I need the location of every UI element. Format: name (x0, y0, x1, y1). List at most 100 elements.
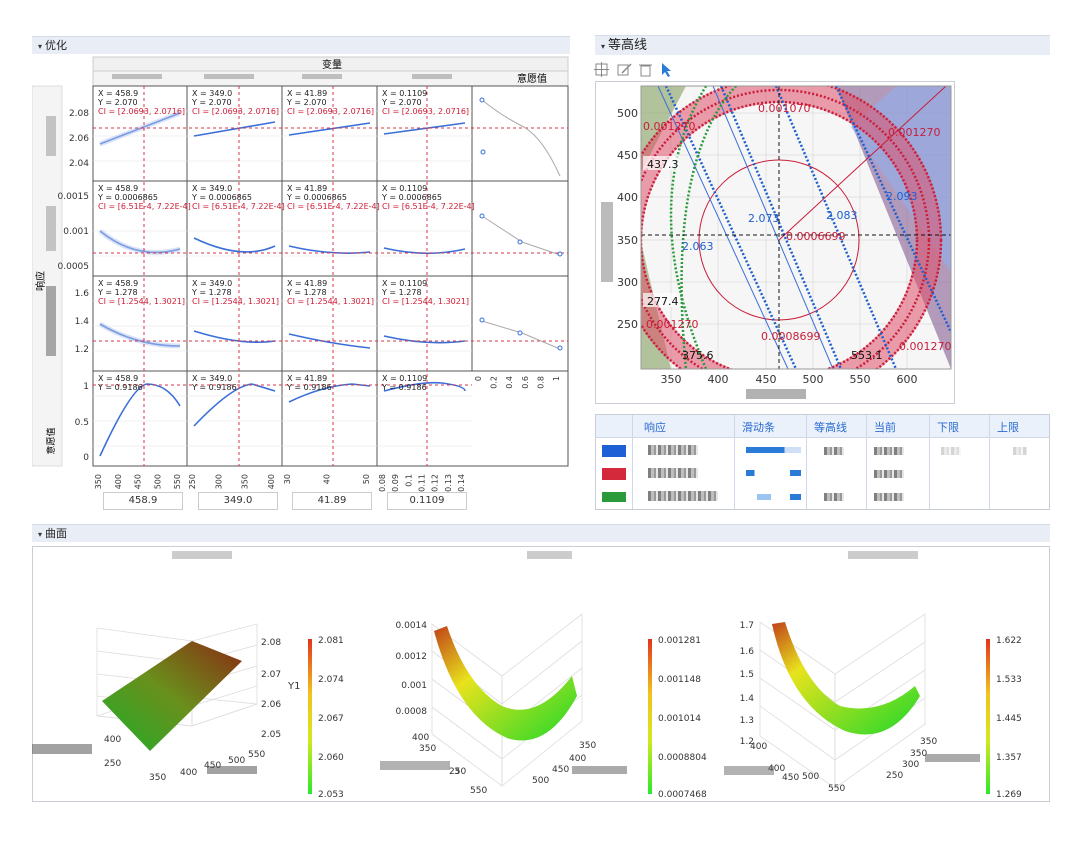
surface-title: 曲面 (45, 527, 68, 540)
value-input-2[interactable]: 349.0 (198, 492, 278, 510)
cell-annotation: CI = [2.0693, 2.0716] (192, 107, 279, 116)
cell-annotation: X = 458.9 (98, 279, 138, 288)
contour-label-2: 0.001270 (643, 120, 696, 133)
collapse-triangle-icon[interactable]: ▾ (601, 42, 606, 51)
contour-label-5: 2.073 (748, 212, 780, 225)
surface-plot-1[interactable]: 2.08 2.07 2.06 2.05 Y1 400 250 350 400 4… (32, 546, 372, 802)
column-tick: 0.09 (391, 474, 400, 492)
value-input-1[interactable]: 458.9 (103, 492, 183, 510)
col-header-upper[interactable]: 上限 (997, 421, 1019, 434)
color-swatch-3[interactable] (602, 492, 626, 502)
contour-label-10: 277.4 (647, 295, 679, 308)
surface-plot-2[interactable]: 0.0014 0.0012 0.001 0.0008 400 350 250 3… (372, 546, 710, 802)
s2-xtick-0: 350 (579, 741, 596, 751)
s3-cbar-1: 1.533 (996, 675, 1022, 685)
surface-panel-header[interactable]: ▾ 曲面 (32, 524, 1050, 542)
color-swatch-1[interactable] (602, 445, 626, 457)
s3-ztick-0: 1.7 (740, 621, 754, 631)
s1-cbar-2: 2.067 (318, 714, 344, 724)
column-tick: 40 (323, 474, 332, 484)
cell-annotation: Y = 1.278 (381, 288, 422, 297)
col-header-response[interactable]: 响应 (644, 421, 666, 434)
lower-value-1 (941, 447, 961, 455)
cell-annotation: X = 349.0 (192, 89, 232, 98)
cell-annotation: CI = [2.0693, 2.0716] (98, 107, 185, 116)
col-header-lower[interactable]: 下限 (937, 421, 959, 434)
cell-annotation: X = 41.89 (287, 184, 327, 193)
col-header-contour[interactable]: 等高线 (814, 421, 847, 434)
s2-xtick-3: 500 (532, 776, 549, 786)
current-value-3 (874, 493, 904, 501)
s1-y2tick-0: 500 (228, 756, 245, 766)
contour-panel-header[interactable]: ▾ 等高线 (595, 35, 1050, 55)
s2-cbar-4: 0.0007468 (658, 790, 707, 800)
trash-icon[interactable] (639, 64, 652, 77)
cell-annotation: CI = [1.2544, 1.3021] (98, 297, 185, 306)
collapse-triangle-icon[interactable]: ▾ (38, 530, 43, 539)
contour-label-12: 0.0008699 (761, 330, 821, 343)
crosshair-icon[interactable] (594, 62, 609, 77)
col-header-slider[interactable]: 滑动条 (742, 421, 775, 434)
cell-annotation: X = 0.1109 (382, 374, 427, 383)
s2-cbar-0: 0.001281 (658, 636, 701, 646)
column-tick: 50 (362, 474, 371, 484)
cell-annotation: Y = 0.0006865 (286, 193, 347, 202)
slider-1[interactable] (746, 447, 801, 453)
column-tick: 0.14 (457, 474, 466, 492)
surface-plot-3[interactable]: 1.7 1.6 1.5 1.4 1.3 1.2 400 350 350 300 … (710, 546, 1048, 802)
cell-annotation: X = 349.0 (192, 374, 232, 383)
cell-annotation: CI = [6.51E-4, 7.22E-4] (287, 202, 380, 211)
value-input-4[interactable]: 0.1109 (387, 492, 467, 510)
edit-icon[interactable] (617, 63, 632, 76)
column-tick: 0.1 (404, 474, 413, 487)
desir-header: 意愿值 (517, 72, 547, 85)
desir-tick: 0.8 (536, 376, 545, 389)
cell-annotation: X = 41.89 (287, 374, 327, 383)
pointer-icon[interactable] (662, 63, 671, 77)
cell-annotation: Y = 0.9186 (97, 383, 143, 392)
contour-value-1 (824, 447, 844, 455)
color-swatch-2[interactable] (602, 468, 626, 480)
contour-label-8: 2.063 (682, 240, 714, 253)
response-name-3 (648, 491, 718, 501)
contour-plot[interactable]: 0.001070 0.001270 0.001270 0.0006699 0.0… (596, 82, 956, 405)
s1-ztick-3: 2.05 (261, 730, 281, 740)
opt-panel: 变量 意愿值 响应 意愿值 (31, 56, 570, 512)
s3-ztick-4: 1.3 (740, 716, 754, 726)
cell-annotation: CI = [1.2544, 1.3021] (382, 297, 469, 306)
desir-tick: 0.2 (490, 376, 499, 389)
opt-panel-header[interactable]: ▾ 优化 (32, 36, 570, 54)
response-axis-label: 响应 (34, 271, 47, 291)
contour-xtick-1: 400 (708, 373, 729, 386)
contour-ytick-2: 400 (617, 191, 638, 204)
value-input-3[interactable]: 41.89 (292, 492, 372, 510)
slider-2[interactable] (746, 470, 801, 476)
contour-label-6: 2.083 (826, 209, 858, 222)
slider-3[interactable] (746, 494, 801, 500)
s1-ztick-0: 2.08 (261, 638, 281, 648)
column-tick: 400 (267, 474, 276, 489)
s1-ytick-1: 250 (104, 759, 121, 769)
collapse-triangle-icon[interactable]: ▾ (38, 42, 43, 51)
s2-ytick-0: 400 (412, 733, 429, 743)
cell-annotation: Y = 0.0006865 (381, 193, 442, 202)
col-header-current[interactable]: 当前 (874, 421, 896, 434)
desir-tick: 1 (552, 376, 561, 381)
contour-label-15: 0.001270 (899, 340, 952, 353)
contour-label-7: 2.093 (886, 190, 918, 203)
s2-ytick-2: 250 (449, 767, 466, 777)
s2-cbar-1: 0.001148 (658, 675, 701, 685)
desir-row-label: 意愿值 (45, 427, 57, 454)
s3-ytick-0: 400 (750, 742, 767, 752)
column-tick: 0.08 (378, 474, 387, 492)
s2-xtick-1: 400 (569, 754, 586, 764)
cell-annotation: X = 349.0 (192, 279, 232, 288)
s1-xtick-0: 350 (149, 773, 166, 783)
contour-xtick-4: 550 (850, 373, 871, 386)
current-value-2 (874, 470, 904, 478)
cell-annotation: CI = [2.0693, 2.0716] (287, 107, 374, 116)
cell-annotation: X = 458.9 (98, 374, 138, 383)
s3-ytick-1b: 350 (910, 749, 927, 759)
s3-ztick-3: 1.4 (740, 694, 755, 704)
